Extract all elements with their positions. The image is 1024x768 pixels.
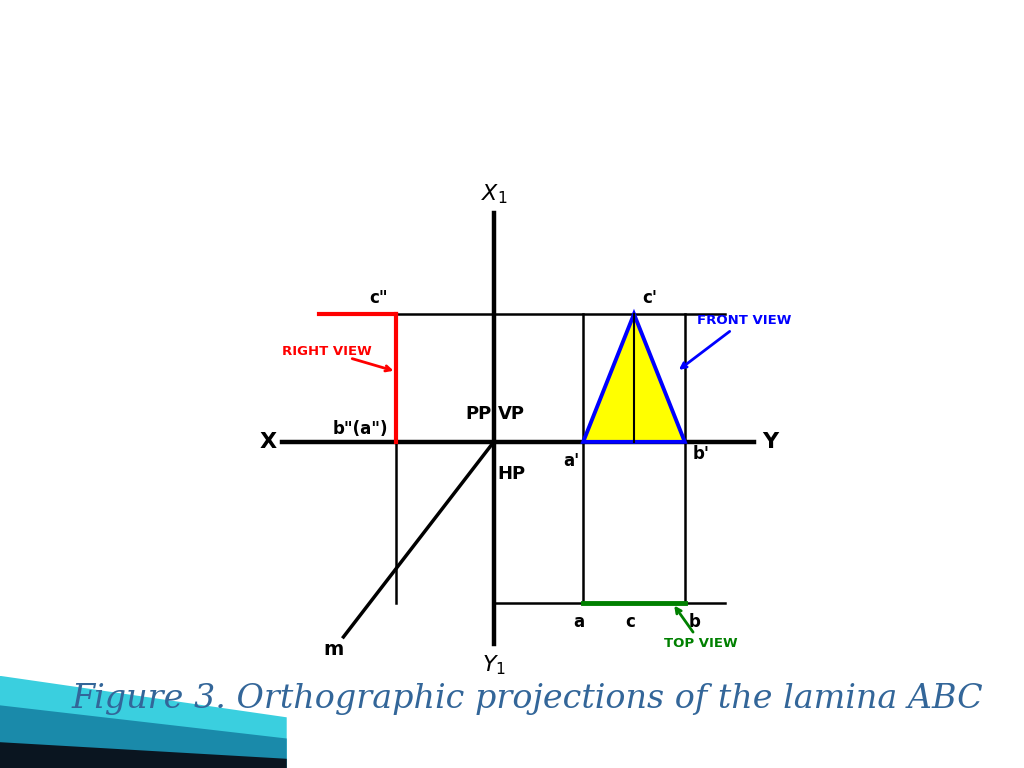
Text: b': b' <box>693 445 710 463</box>
Text: Y: Y <box>762 432 778 452</box>
Text: a': a' <box>563 452 580 470</box>
Text: b"(a"): b"(a") <box>333 421 388 439</box>
Text: a: a <box>573 614 585 631</box>
Polygon shape <box>0 742 287 768</box>
Text: Figure 3. Orthographic projections of the lamina ABC: Figure 3. Orthographic projections of th… <box>72 683 983 715</box>
Text: HP: HP <box>498 465 526 483</box>
Text: TOP VIEW: TOP VIEW <box>665 608 738 650</box>
Text: RIGHT VIEW: RIGHT VIEW <box>283 345 390 371</box>
Text: b: b <box>689 614 700 631</box>
Text: m: m <box>324 641 343 659</box>
Text: c": c" <box>370 290 388 307</box>
Polygon shape <box>584 314 685 442</box>
Text: PP: PP <box>466 406 492 423</box>
Text: $X_1$: $X_1$ <box>480 183 507 207</box>
Text: c': c' <box>642 290 657 307</box>
Text: X: X <box>259 432 276 452</box>
Text: c: c <box>625 614 635 631</box>
Text: VP: VP <box>498 406 525 423</box>
Text: $Y_1$: $Y_1$ <box>482 654 506 677</box>
Text: FRONT VIEW: FRONT VIEW <box>681 314 792 368</box>
Polygon shape <box>0 705 287 768</box>
Polygon shape <box>0 676 287 768</box>
